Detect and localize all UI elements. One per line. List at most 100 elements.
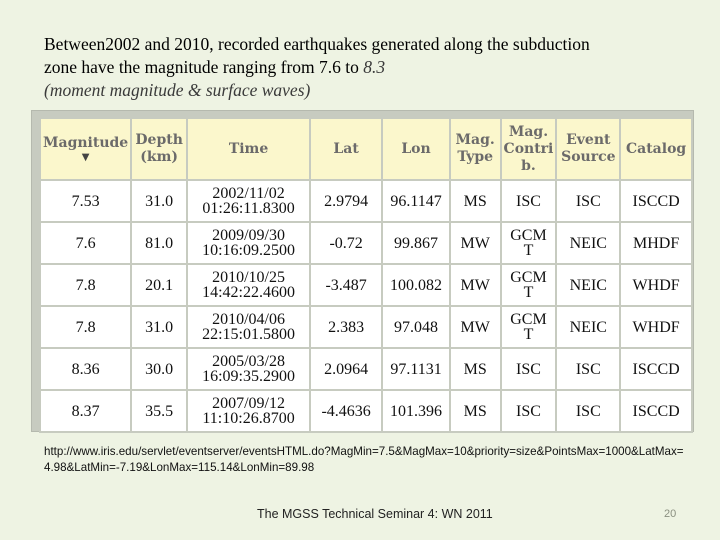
cell-mag-contrib: ISC: [501, 181, 556, 221]
cell-lat: 2.0964: [311, 349, 382, 389]
cell-time-date: 2007/09/12: [212, 395, 285, 412]
cell-mag-type: MW: [450, 265, 500, 305]
cell-catalog: MHDF: [621, 223, 691, 263]
cell-time-clock: 16:09:35.2900: [202, 368, 295, 385]
header-event-source-l2: Source: [561, 149, 616, 165]
cell-time: 2005/03/28 16:09:35.2900: [188, 349, 309, 389]
cell-magnitude: 8.37: [41, 391, 131, 431]
column-header-magnitude[interactable]: Magnitude ▼: [41, 119, 131, 179]
header-time-label: Time: [228, 140, 269, 157]
cell-mag-contrib: ISC: [501, 349, 556, 389]
cell-mag-contrib-l1: GCM: [510, 269, 547, 286]
column-header-time[interactable]: Time: [188, 119, 309, 179]
cell-mag-contrib-l2: T: [523, 284, 534, 301]
cell-event-source: ISC: [557, 349, 620, 389]
cell-time-date: 2002/11/02: [212, 185, 285, 202]
cell-event-source: NEIC: [557, 223, 620, 263]
heading-line-1: Between2002 and 2010, recorded earthquak…: [44, 34, 590, 54]
cell-mag-contrib-l1: GCM: [510, 311, 547, 328]
header-lon-label: Lon: [401, 140, 431, 157]
cell-time: 2007/09/12 11:10:26.8700: [188, 391, 309, 431]
cell-lat: -4.4636: [311, 391, 382, 431]
header-depth-unit: (km): [140, 149, 179, 165]
column-header-catalog[interactable]: Catalog: [621, 119, 691, 179]
cell-lon: 99.867: [383, 223, 449, 263]
cell-mag-contrib: ISC: [501, 391, 556, 431]
cell-magnitude: 7.8: [41, 265, 131, 305]
cell-mag-contrib: GCM T: [501, 265, 556, 305]
cell-mag-type: MW: [450, 223, 500, 263]
header-mag-contrib-l2: Contri: [503, 140, 554, 157]
cell-magnitude: 8.36: [41, 349, 131, 389]
earthquake-table-panel: Magnitude ▼ Depth (km) Time Lat Lon Mag.…: [31, 110, 694, 433]
cell-depth: 35.5: [132, 391, 187, 431]
heading-line-2-text: zone have the magnitude ranging from 7.6…: [44, 57, 364, 77]
cell-event-source: ISC: [557, 181, 620, 221]
heading-max-magnitude: 8.3: [363, 57, 386, 77]
cell-lon: 96.1147: [383, 181, 449, 221]
cell-magnitude: 7.6: [41, 223, 131, 263]
cell-lon: 100.082: [383, 265, 449, 305]
cell-time: 2002/11/02 01:26:11.8300: [188, 181, 309, 221]
header-mag-contrib-l3: b.: [521, 157, 536, 174]
column-header-mag-contrib[interactable]: Mag. Contri b.: [501, 119, 556, 179]
header-event-source-l1: Event: [566, 132, 611, 148]
earthquake-table: Magnitude ▼ Depth (km) Time Lat Lon Mag.…: [39, 117, 693, 433]
cell-mag-contrib-l1: GCM: [510, 227, 547, 244]
cell-mag-type: MS: [450, 349, 500, 389]
heading-line-2: zone have the magnitude ranging from 7.6…: [44, 56, 694, 79]
cell-depth: 20.1: [132, 265, 187, 305]
cell-mag-type: MS: [450, 391, 500, 431]
column-header-lon[interactable]: Lon: [383, 119, 449, 179]
column-header-lat[interactable]: Lat: [311, 119, 382, 179]
source-url[interactable]: http://www.iris.edu/servlet/eventserver/…: [44, 445, 684, 474]
cell-catalog: WHDF: [621, 307, 691, 347]
header-mag-type-l1: Mag.: [455, 132, 495, 148]
cell-event-source: NEIC: [557, 265, 620, 305]
table-row: 8.37 35.5 2007/09/12 11:10:26.8700 -4.463…: [41, 391, 691, 431]
cell-mag-type: MW: [450, 307, 500, 347]
cell-lat: -3.487: [311, 265, 382, 305]
heading-line-3: (moment magnitude & surface waves): [44, 80, 311, 100]
triangle-down-icon[interactable]: ▼: [81, 151, 90, 163]
cell-time-date: 2010/04/06: [212, 311, 285, 328]
cell-mag-type: MS: [450, 181, 500, 221]
cell-mag-contrib-l1: ISC: [516, 402, 541, 420]
column-header-depth[interactable]: Depth (km): [132, 119, 187, 179]
header-catalog-label: Catalog: [626, 140, 687, 157]
column-header-mag-type[interactable]: Mag. Type: [450, 119, 500, 179]
cell-time-date: 2005/03/28: [212, 353, 285, 370]
cell-time-clock: 11:10:26.8700: [202, 410, 295, 427]
cell-catalog: ISCCD: [621, 391, 691, 431]
cell-time-clock: 14:42:22.4600: [202, 284, 295, 301]
cell-mag-contrib-l2: T: [523, 326, 534, 343]
cell-catalog: ISCCD: [621, 349, 691, 389]
slide-footer: The MGSS Technical Seminar 4: WN 2011: [257, 507, 493, 521]
cell-magnitude: 7.53: [41, 181, 131, 221]
header-magnitude-label: Magnitude: [43, 134, 129, 151]
column-header-event-source[interactable]: Event Source: [557, 119, 620, 179]
cell-depth: 31.0: [132, 307, 187, 347]
cell-lat: -0.72: [311, 223, 382, 263]
cell-depth: 30.0: [132, 349, 187, 389]
header-lat-label: Lat: [333, 140, 359, 157]
cell-time-date: 2009/09/30: [212, 227, 285, 244]
cell-depth: 31.0: [132, 181, 187, 221]
cell-mag-contrib: GCM T: [501, 307, 556, 347]
cell-time-clock: 01:26:11.8300: [202, 200, 295, 217]
cell-catalog: WHDF: [621, 265, 691, 305]
cell-magnitude: 7.8: [41, 307, 131, 347]
table-row: 7.8 20.1 2010/10/25 14:42:22.4600 -3.487 …: [41, 265, 691, 305]
page-number: 20: [664, 508, 677, 520]
cell-event-source: ISC: [557, 391, 620, 431]
cell-mag-contrib-l2: T: [523, 242, 534, 259]
header-depth-label: Depth: [135, 132, 183, 148]
cell-time: 2010/10/25 14:42:22.4600: [188, 265, 309, 305]
cell-lat: 2.383: [311, 307, 382, 347]
cell-lon: 97.048: [383, 307, 449, 347]
cell-time: 2010/04/06 22:15:01.5800: [188, 307, 309, 347]
cell-mag-contrib-l1: ISC: [516, 360, 541, 378]
header-mag-type-l2: Type: [457, 149, 494, 165]
header-mag-contrib-l1: Mag.: [508, 123, 549, 140]
cell-event-source: NEIC: [557, 307, 620, 347]
